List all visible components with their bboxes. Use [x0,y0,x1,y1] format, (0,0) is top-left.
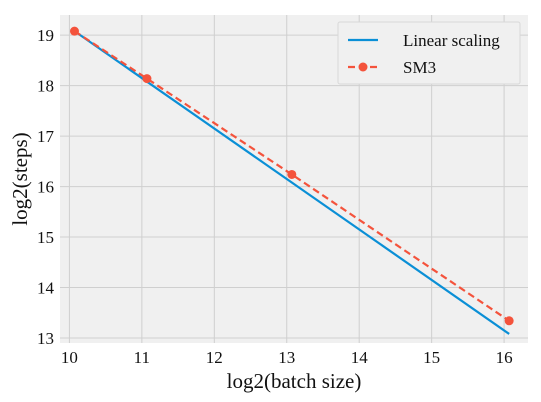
y-axis-label: log2(steps) [8,132,32,225]
series-2-point [69,26,79,36]
y-tick-label: 15 [37,228,54,247]
x-tick-label: 12 [206,348,223,367]
x-tick-label: 15 [423,348,440,367]
y-tick-label: 18 [37,77,54,96]
x-tick-label: 14 [351,348,369,367]
y-tick-label: 13 [37,329,54,348]
legend: Linear scaling SM3 [337,21,521,85]
x-tick-label: 13 [278,348,295,367]
series-2-point [287,169,297,179]
y-tick-label: 17 [37,127,55,146]
legend-box [337,21,521,85]
series-2-point [142,74,152,84]
x-tick-label: 16 [496,348,513,367]
series-line-2 [73,30,510,322]
ticks: 10 11 12 13 14 15 16 13 14 15 16 17 18 19 [37,26,513,367]
series-2-point [504,316,514,326]
legend-label-2: SM3 [403,58,436,77]
y-tick-label: 14 [37,278,55,297]
x-tick-label: 10 [61,348,78,367]
y-tick-label: 16 [37,178,54,197]
series-layer [69,26,514,335]
y-tick-label: 19 [37,26,54,45]
grid [60,15,528,343]
legend-label-1: Linear scaling [403,31,500,50]
x-tick-label: 11 [134,348,150,367]
x-axis-label: log2(batch size) [227,369,362,393]
legend-marker-2 [358,62,368,72]
